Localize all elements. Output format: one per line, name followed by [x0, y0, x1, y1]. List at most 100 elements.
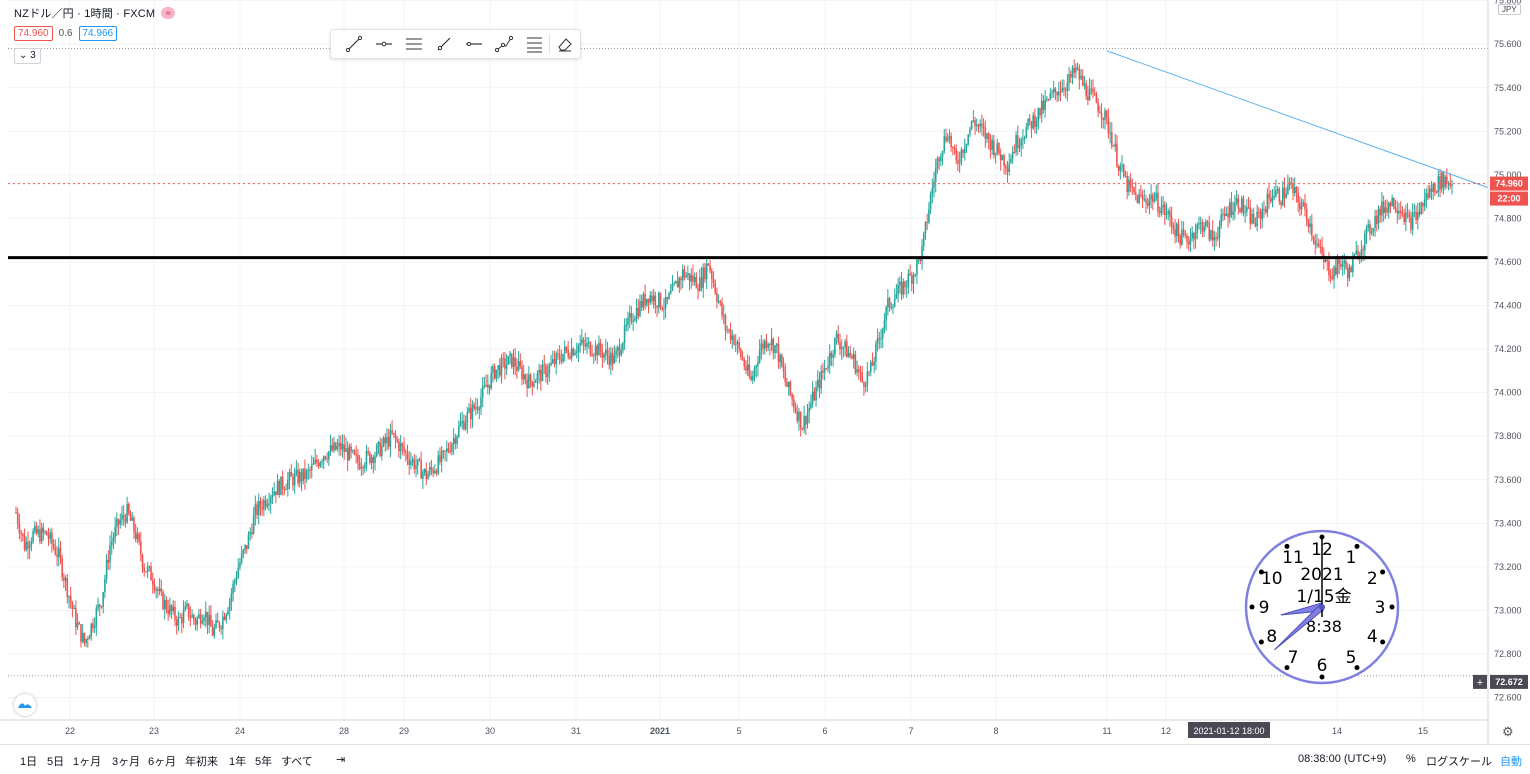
candle-body — [114, 527, 116, 538]
candle-body — [145, 571, 147, 573]
candle-body — [526, 379, 528, 389]
data-status-icon: ≈ — [161, 7, 176, 19]
range-button-2[interactable]: 1ヶ月 — [73, 756, 102, 768]
trend-angle-icon[interactable] — [429, 30, 459, 58]
auto-scale-toggle[interactable]: 自動 — [1500, 756, 1522, 768]
candle-body — [319, 462, 322, 467]
candle-body — [970, 121, 973, 130]
candle-body — [434, 470, 436, 474]
sell-price-button[interactable]: 74.960 — [14, 26, 53, 41]
price-tick-label: 73.200 — [1494, 562, 1522, 572]
range-button-8[interactable]: すべて — [281, 756, 313, 768]
range-button-4[interactable]: 6ヶ月 — [148, 756, 177, 768]
candle-body — [632, 321, 634, 323]
candle-body — [1235, 198, 1238, 203]
candle-body — [1148, 199, 1151, 206]
horizontal-line-icon[interactable] — [459, 30, 489, 58]
buy-price-button[interactable]: 74.966 — [78, 26, 118, 41]
price-chart[interactable]: 75.800 75.600 75.400 75.200 75.000 74.800 74.6… — [0, 0, 1530, 744]
candle-body — [141, 555, 144, 568]
candle-body — [245, 544, 248, 549]
log-scale-toggle[interactable]: ログスケール — [1426, 756, 1492, 768]
candle-body — [946, 139, 949, 141]
candle-body — [345, 448, 347, 452]
candle-body — [211, 626, 214, 636]
candle-body — [78, 622, 81, 625]
candle-body — [931, 187, 934, 194]
range-button-3[interactable]: 3ヶ月 — [112, 756, 141, 768]
candle-body — [541, 364, 544, 382]
candle-body — [625, 325, 628, 327]
candle-body — [654, 295, 657, 306]
candle-body — [387, 436, 390, 447]
crosshair-time-label: 2021-01-12 18:00 — [1193, 726, 1264, 736]
candle-body — [133, 517, 135, 532]
candle-body — [264, 499, 267, 507]
trend-line-icon[interactable] — [339, 30, 369, 58]
candle-body — [468, 407, 470, 413]
candle-body — [1410, 217, 1412, 230]
candle-body — [404, 451, 407, 453]
candle-body — [249, 532, 252, 535]
candle-body — [16, 512, 19, 524]
candle-body — [1411, 212, 1414, 230]
candle-body — [594, 345, 597, 356]
candle-body — [1080, 75, 1082, 80]
range-button-0[interactable]: 1日 — [20, 756, 38, 768]
indicator-collapse-button[interactable]: ⌄ 3 — [14, 48, 41, 64]
candle-body — [1246, 207, 1248, 213]
horizontal-ray-icon[interactable] — [369, 30, 399, 58]
symbol-title[interactable]: NZドル／円 · 1時間 · FXCM — [14, 8, 156, 20]
candle-body — [521, 366, 523, 380]
fib-icon[interactable] — [519, 30, 549, 58]
path-icon[interactable] — [489, 30, 519, 58]
candle-body — [664, 297, 667, 309]
candle-body — [116, 519, 118, 528]
candle-body — [203, 617, 205, 622]
time-tick-label: 22 — [65, 726, 75, 736]
parallel-channel-icon[interactable] — [399, 30, 429, 58]
price-tick-label: 73.800 — [1494, 431, 1522, 441]
range-button-7[interactable]: 5年 — [255, 756, 273, 768]
toolbar-divider — [549, 34, 550, 54]
candle-body — [307, 469, 310, 471]
candle-body — [1324, 259, 1327, 262]
goto-date-icon[interactable]: ⇥ — [336, 754, 346, 766]
candle-body — [362, 467, 364, 469]
clock-numeral: 1 — [1346, 548, 1357, 568]
candle-body — [244, 544, 246, 550]
candle-body — [604, 349, 607, 354]
trend-line[interactable] — [1106, 50, 1489, 189]
tradingview-logo-icon[interactable] — [14, 694, 36, 716]
candle-body — [76, 622, 79, 628]
candle-body — [1208, 222, 1211, 240]
add-alert-icon[interactable] — [1473, 674, 1487, 689]
candle-body — [675, 281, 677, 284]
candle-body — [581, 339, 583, 344]
candle-body — [890, 307, 893, 309]
spread-value: 0.6 — [58, 28, 73, 39]
range-button-5[interactable]: 年初来 — [185, 756, 218, 768]
currency-label[interactable]: JPY — [1498, 4, 1521, 15]
settings-gear-icon[interactable]: ⚙ — [1502, 724, 1514, 739]
candle-body — [129, 513, 132, 521]
last-price-label: 74.960 — [1495, 179, 1523, 189]
clock-numeral: 10 — [1261, 569, 1283, 589]
candle-body — [1140, 194, 1142, 196]
candle-body — [170, 605, 173, 612]
candle-body — [228, 601, 231, 611]
candle-body — [105, 559, 108, 579]
candle-body — [423, 469, 426, 473]
candle-body — [290, 471, 293, 477]
eraser-icon[interactable] — [550, 30, 580, 58]
percent-toggle[interactable]: % — [1406, 753, 1416, 765]
candle-body — [630, 313, 633, 322]
candle-body — [1187, 242, 1190, 245]
candle-body — [23, 535, 26, 550]
range-button-1[interactable]: 5日 — [47, 756, 65, 768]
range-button-6[interactable]: 1年 — [229, 756, 247, 768]
candle-body — [1278, 188, 1281, 202]
candle-body — [398, 441, 400, 452]
current-time[interactable]: 08:38:00 (UTC+9) — [1298, 753, 1387, 765]
candle-body — [187, 603, 190, 618]
